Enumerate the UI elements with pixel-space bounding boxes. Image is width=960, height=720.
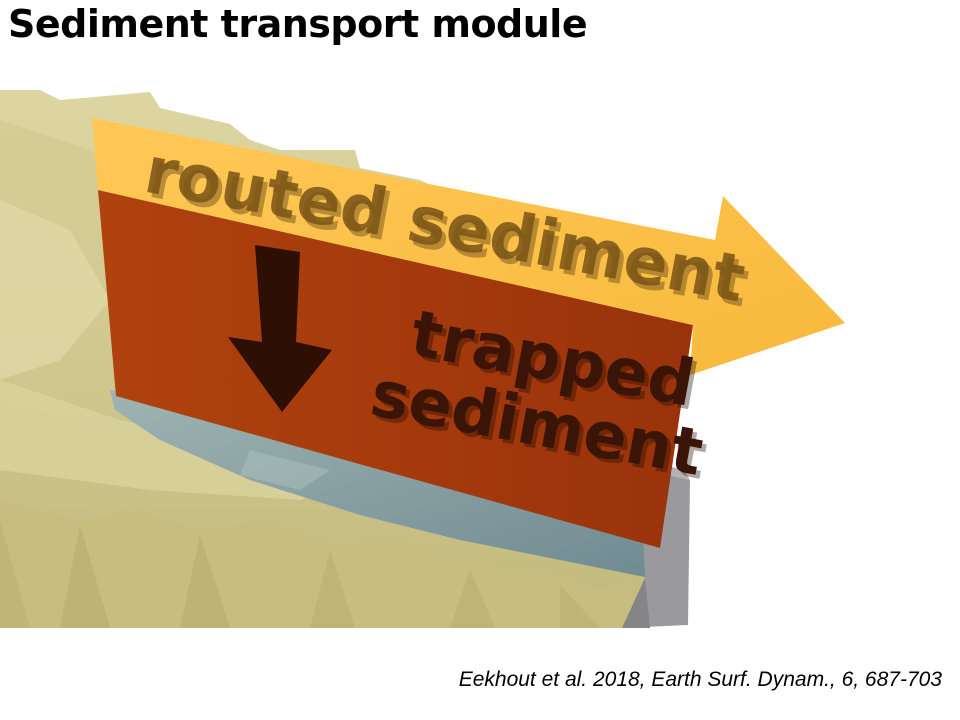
reservoir-water — [110, 390, 660, 578]
slide-title: Sediment transport module — [8, 2, 588, 46]
citation: Eekhout et al. 2018, Earth Surf. Dynam.,… — [458, 668, 942, 691]
trapped-sediment-panel — [98, 190, 693, 548]
down-arrow-icon — [228, 245, 332, 412]
right-arrow-icon — [92, 118, 845, 375]
